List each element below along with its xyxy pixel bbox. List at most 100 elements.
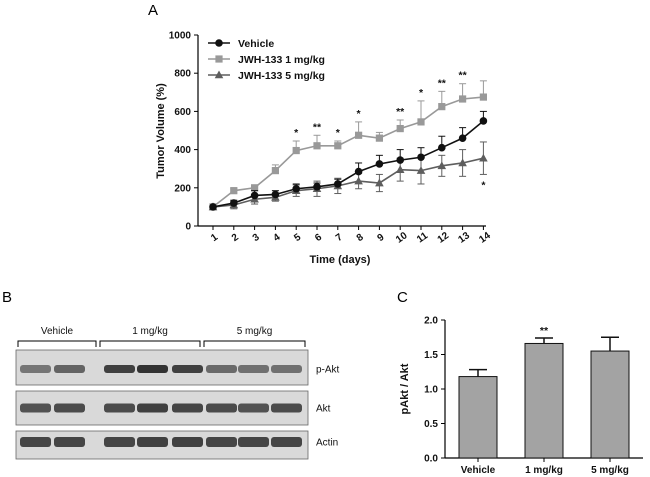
line-chart-legend: Vehicle JWH-133 1 mg/kg JWH-133 5 mg/kg	[208, 38, 325, 82]
data-point	[417, 153, 425, 162]
bar-category-label: Vehicle	[461, 465, 496, 476]
bar-y-axis-title: pAkt / Akt	[399, 363, 411, 414]
blot-band	[206, 365, 237, 373]
data-point	[292, 146, 300, 155]
data-point	[230, 199, 238, 207]
legend-marker	[215, 39, 223, 47]
blot-row-label: Actin	[316, 438, 338, 449]
blot-band	[54, 403, 85, 413]
data-point	[458, 158, 467, 167]
blot-group-bracket	[99, 340, 201, 347]
data-point	[209, 203, 217, 211]
y-tick-label: 0	[185, 222, 191, 233]
data-point	[354, 176, 363, 185]
blot-band	[206, 403, 237, 413]
bar-y-tick-label: 0.5	[424, 419, 438, 430]
blot-band	[20, 437, 51, 447]
data-point	[459, 95, 467, 103]
data-point	[396, 156, 405, 164]
data-point	[375, 160, 384, 168]
blot-row-label: p-Akt	[316, 365, 340, 376]
blot-band	[238, 403, 269, 413]
data-point	[230, 187, 238, 195]
y-tick-label: 600	[174, 107, 191, 118]
bar-chart: 0.00.51.01.52.0 Vehicle 1 mg/kg**5 mg/kg …	[399, 316, 643, 476]
blot-row-akt: Akt	[15, 390, 331, 426]
x-tick-label: 14	[477, 230, 493, 246]
data-point	[313, 183, 321, 191]
blot-band	[172, 403, 203, 413]
data-point	[375, 178, 384, 187]
significance-mark: *	[357, 108, 362, 120]
blot-group-label: Vehicle	[41, 326, 74, 337]
series-square	[209, 80, 487, 211]
series-line	[212, 157, 484, 208]
bar	[458, 376, 498, 459]
data-point	[251, 184, 259, 192]
x-tick-label: 6	[313, 232, 324, 244]
data-point	[313, 142, 321, 150]
legend-marker	[215, 55, 223, 63]
data-point	[438, 103, 446, 111]
blot-band	[172, 437, 203, 447]
data-point	[334, 142, 342, 150]
data-point	[271, 167, 279, 175]
bar	[590, 350, 630, 459]
blot-band	[206, 437, 237, 447]
data-point	[354, 167, 363, 176]
significance-mark: **	[459, 70, 468, 82]
blot-row-actin: Actin	[15, 430, 338, 460]
blot-band	[238, 437, 269, 447]
blot-band	[54, 437, 85, 447]
bar-category-label: 1 mg/kg	[525, 465, 563, 476]
line-chart-series: * ** ** ********	[208, 70, 488, 211]
data-point	[437, 161, 447, 170]
legend-label: JWH-133 1 mg/kg	[238, 54, 325, 66]
bar	[524, 342, 564, 459]
blot-rows: p-Akt Akt Actin	[15, 349, 340, 460]
y-tick-label: 1000	[169, 31, 192, 42]
data-point	[292, 184, 301, 193]
blot-band	[137, 437, 168, 447]
significance-mark: *	[481, 179, 486, 191]
bar-y-tick-label: 1.5	[424, 350, 438, 361]
blot-band	[20, 365, 51, 373]
bar-category-label: 5 mg/kg	[591, 465, 629, 476]
blot-band	[172, 365, 203, 373]
x-tick-label: 4	[272, 232, 283, 244]
x-tick-label: 5	[292, 232, 303, 244]
x-tick-label: 11	[415, 230, 430, 245]
legend-label: JWH-133 5 mg/kg	[238, 70, 325, 82]
x-tick-label: 1	[209, 232, 220, 244]
bar-y-tick-label: 2.0	[424, 316, 438, 327]
panel-c-letter: C	[397, 289, 408, 306]
significance-mark: *	[294, 127, 299, 139]
x-tick-label: 7	[334, 232, 345, 244]
series-circle	[209, 110, 488, 211]
blot-group-label: 5 mg/kg	[237, 326, 273, 337]
blot-group-label: 1 mg/kg	[132, 326, 168, 337]
significance-mark: *	[336, 127, 341, 139]
blot-row-label: Akt	[316, 404, 331, 415]
y-axis-title: Tumor Volume (%)	[155, 83, 167, 179]
y-tick-label: 400	[174, 145, 191, 156]
x-tick-label: 8	[355, 232, 366, 244]
blot-band	[137, 403, 168, 413]
blot-group-labels: Vehicle 1 mg/kg 5 mg/kg	[17, 326, 306, 347]
bar-chart-bars: Vehicle 1 mg/kg ** 5 mg/kg	[458, 325, 630, 476]
x-axis-title: Time (days)	[310, 254, 371, 266]
blot-band	[104, 437, 135, 447]
data-point	[271, 190, 280, 199]
blot-band	[137, 365, 168, 373]
panel-a-letter: A	[148, 2, 158, 19]
blot-band	[54, 365, 85, 373]
x-tick-label: 9	[376, 232, 387, 244]
significance-mark: **	[396, 106, 405, 118]
blot-group-bracket	[17, 340, 97, 347]
significance-mark: *	[419, 87, 424, 99]
western-blot: Vehicle 1 mg/kg 5 mg/kg p-Akt Akt Actin	[15, 326, 340, 460]
data-point	[479, 117, 488, 125]
